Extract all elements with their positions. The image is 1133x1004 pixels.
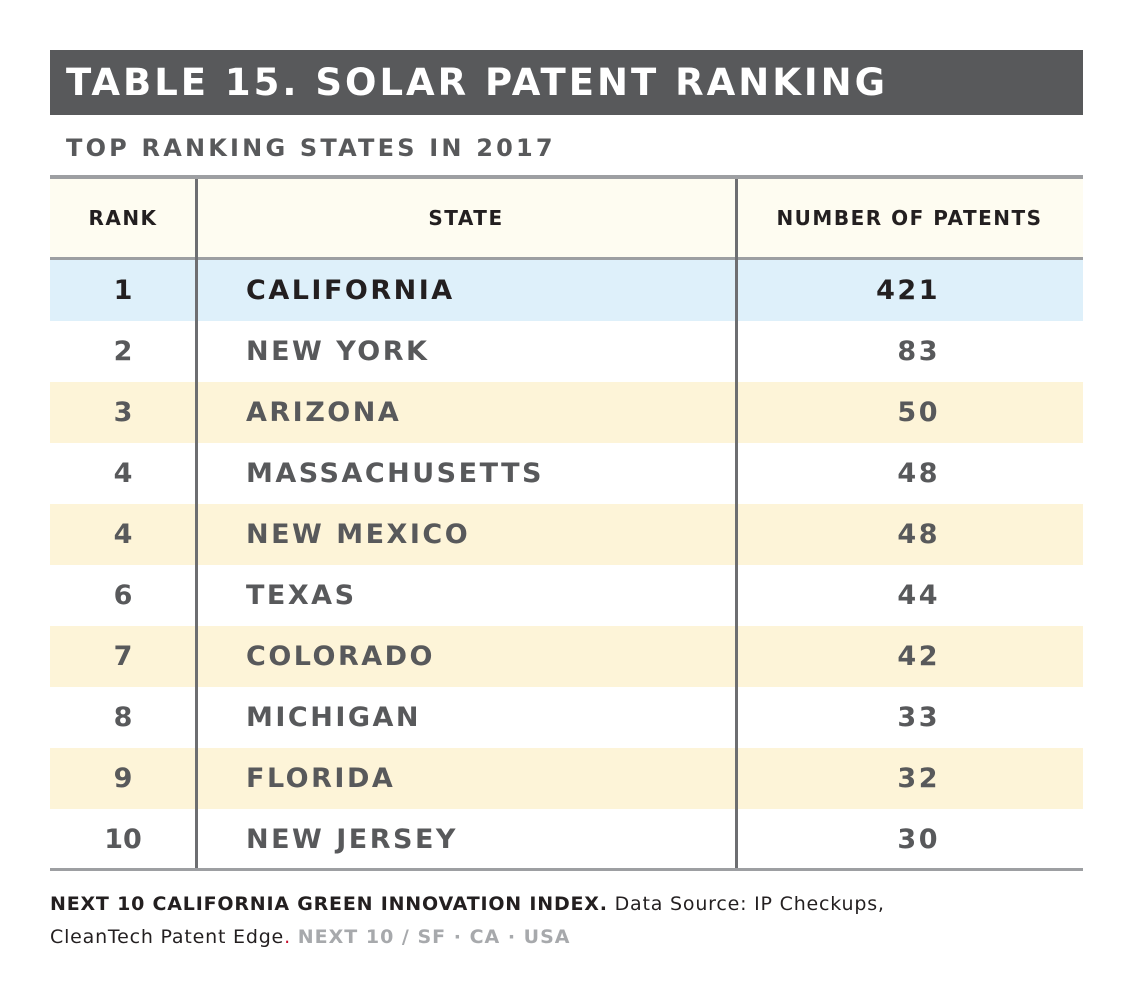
rank-cell: 1 [113, 275, 133, 306]
rank-cell: 6 [113, 580, 133, 611]
table-row: 6 TEXAS 44 [50, 565, 1083, 626]
state-cell: TEXAS [246, 580, 357, 611]
column-header-patents: NUMBER OF PATENTS [776, 206, 1043, 230]
rank-cell: 4 [113, 458, 133, 489]
footer-note: NEXT 10 CALIFORNIA GREEN INNOVATION INDE… [50, 888, 1090, 954]
column-header-rank: RANK [88, 206, 158, 230]
state-cell: ARIZONA [246, 397, 402, 428]
state-cell: CALIFORNIA [246, 275, 455, 306]
patents-cell: 32 [897, 763, 940, 794]
rank-cell: 10 [104, 824, 142, 855]
table-row: 8 MICHIGAN 33 [50, 687, 1083, 748]
state-cell: NEW MEXICO [246, 519, 471, 550]
footer-credit: NEXT 10 / SF · CA · USA [297, 926, 571, 948]
patents-cell: 33 [897, 702, 940, 733]
state-cell: FLORIDA [246, 763, 396, 794]
table-row: 3 ARIZONA 50 [50, 382, 1083, 443]
footer-index-name: NEXT 10 CALIFORNIA GREEN INNOVATION INDE… [50, 893, 608, 915]
table-subtitle: TOP RANKING STATES IN 2017 [66, 134, 556, 162]
state-cell: MASSACHUSETTS [246, 458, 544, 489]
table-row: 2 NEW YORK 83 [50, 321, 1083, 382]
column-header-state: STATE [428, 206, 504, 230]
header-row [50, 179, 1083, 257]
patents-cell: 421 [876, 275, 940, 306]
patents-cell: 44 [897, 580, 940, 611]
state-cell: NEW YORK [246, 336, 430, 367]
state-cell: COLORADO [246, 641, 436, 672]
rank-cell: 4 [113, 519, 133, 550]
rank-cell: 9 [113, 763, 133, 794]
column-divider [735, 179, 738, 870]
footer-period: . [284, 926, 291, 948]
header-rule [50, 257, 1083, 260]
table-title: TABLE 15. SOLAR PATENT RANKING [66, 61, 888, 104]
rank-cell: 3 [113, 397, 133, 428]
column-divider [195, 179, 198, 870]
rank-cell: 2 [113, 336, 133, 367]
table-bottom-rule [50, 868, 1083, 871]
patents-cell: 48 [897, 519, 940, 550]
state-cell: NEW JERSEY [246, 824, 458, 855]
footer-source-line2: CleanTech Patent Edge [50, 926, 285, 948]
patents-cell: 83 [897, 336, 940, 367]
table-row: 7 COLORADO 42 [50, 626, 1083, 687]
table-row: 10 NEW JERSEY 30 [50, 809, 1083, 870]
title-bar: TABLE 15. SOLAR PATENT RANKING [50, 50, 1083, 115]
footer-source-line1: Data Source: IP Checkups, [614, 893, 885, 915]
rank-cell: 7 [113, 641, 133, 672]
patents-cell: 30 [897, 824, 940, 855]
table-row: 9 FLORIDA 32 [50, 748, 1083, 809]
rank-cell: 8 [113, 702, 133, 733]
table-row: 4 NEW MEXICO 48 [50, 504, 1083, 565]
patents-cell: 50 [897, 397, 940, 428]
table-row: 1 CALIFORNIA 421 [50, 260, 1083, 321]
table-top-rule [50, 175, 1083, 179]
patents-cell: 48 [897, 458, 940, 489]
patents-cell: 42 [897, 641, 940, 672]
table-row: 4 MASSACHUSETTS 48 [50, 443, 1083, 504]
state-cell: MICHIGAN [246, 702, 422, 733]
